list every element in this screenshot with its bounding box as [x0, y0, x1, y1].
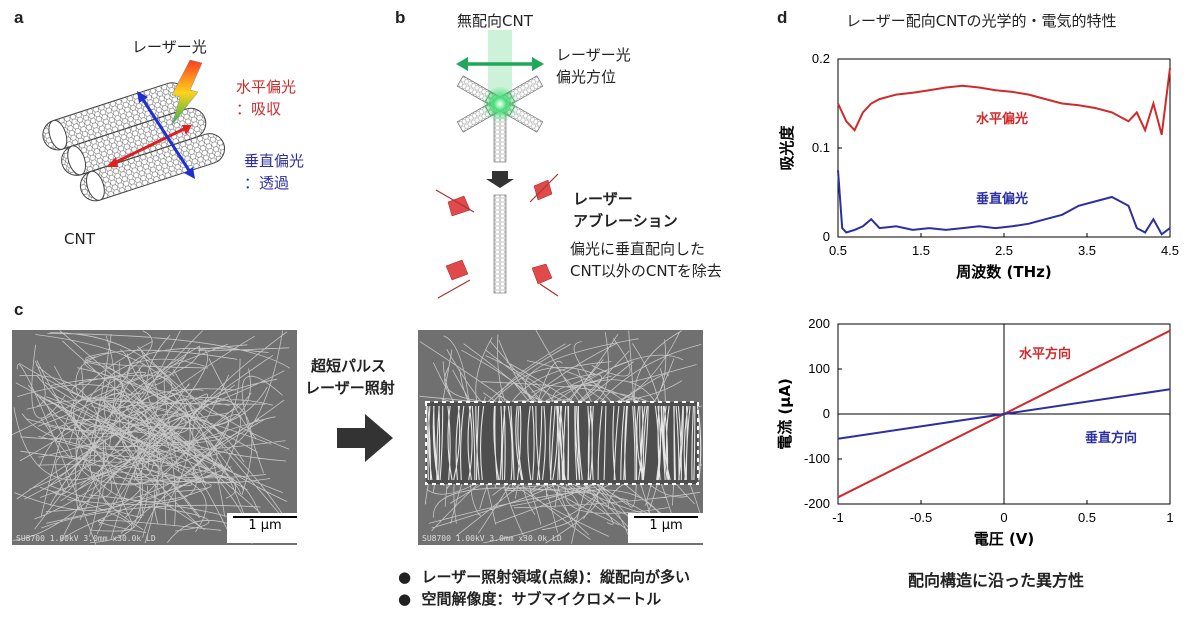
- y-tick-label: -100: [804, 451, 830, 466]
- bullet-item: ● レーザー照射領域(点線)：縦配向が多い: [398, 568, 690, 586]
- series-line-blue: [837, 170, 1171, 236]
- y-axis-label: 吸光度: [778, 125, 796, 171]
- laser-label: レーザー光: [132, 38, 207, 56]
- removal-desc-line1: 偏光に垂直配向した: [570, 240, 706, 258]
- absorbance-chart: 0.5 1.5 2.5 3.5 4.5 0 0.1 0.2 周波数 (THz) 吸光度 水平偏光垂直…: [778, 51, 1179, 281]
- ablation-line1: レーザー: [573, 190, 633, 208]
- horizontal-pol-label: 水平偏光: [236, 78, 297, 96]
- laser-bolt-icon: [171, 59, 203, 126]
- panel-b-label: b: [395, 8, 406, 27]
- scale-bar-right: 1 μm: [628, 513, 703, 543]
- x-tick-label: 2.5: [995, 243, 1013, 258]
- iv-chart: -1 -0.5 0 0.5 1 200 100 0 -100 -200 電圧 (V) 電流 (μA) 水…: [776, 316, 1174, 548]
- removed-cnt-fragment: [445, 259, 469, 281]
- panel-c-label: c: [14, 300, 24, 319]
- plot-frame: [837, 58, 1171, 238]
- down-arrow-icon: [486, 171, 514, 188]
- horizontal-pol-effect: ：吸収: [236, 100, 282, 118]
- x-tick-label: 0.5: [829, 243, 847, 258]
- sem-image-before: SU8700 1.00kV 3.0mm x30.0k LD 1 μm: [12, 330, 297, 545]
- x-axis-label: 電圧 (V): [974, 530, 1035, 548]
- x-tick-label: 0.5: [1078, 510, 1096, 525]
- y-tick-label: 200: [808, 316, 830, 331]
- laser-ablation-illustration: [435, 30, 559, 299]
- y-tick-label: 0.1: [812, 140, 830, 155]
- series-label: 水平偏光: [976, 111, 1028, 127]
- pol-direction-line2: 偏光方位: [556, 68, 617, 86]
- irradiated-region-outline: [425, 401, 699, 485]
- x-axis-label: 周波数 (THz): [956, 263, 1051, 281]
- bullet-item: ● 空間解像度：サブマイクロメートル: [398, 590, 662, 608]
- right-arrow-icon: [337, 414, 393, 462]
- pol-direction-line1: レーザー光: [556, 46, 631, 64]
- ablation-line2: アブレーション: [573, 212, 678, 230]
- y-tick-label: 0: [823, 406, 830, 421]
- x-tick-label: 0: [1000, 510, 1007, 525]
- panel-a-label: a: [14, 8, 24, 27]
- series-label: 垂直偏光: [976, 191, 1028, 207]
- removal-desc-line2: CNT以外のCNTを除去: [570, 262, 722, 280]
- cnt-label: CNT: [64, 230, 95, 248]
- x-tick-label: 1: [1166, 510, 1173, 525]
- scale-bar-left: 1 μm: [227, 513, 297, 543]
- sem-info-text-left: SU8700 1.00kV 3.0mm x30.0k LD: [16, 534, 156, 543]
- x-tick-label: 1.5: [912, 243, 930, 258]
- unaligned-cnt-label: 無配向CNT: [457, 12, 533, 30]
- x-tick-label: 4.5: [1161, 243, 1179, 258]
- y-tick-label: 100: [808, 361, 830, 376]
- sem-info-text-right: SU8700 1.00kV 3.0mm x30.0k LD: [422, 534, 562, 543]
- vertical-pol-label: 垂直偏光: [244, 152, 305, 170]
- y-tick-label: -200: [804, 496, 830, 511]
- x-tick-label: 3.5: [1078, 243, 1096, 258]
- sem-image-after: SU8700 1.00kV 3.0mm x30.0k LD 1 μm: [418, 330, 703, 545]
- anisotropy-caption: 配向構造に沿った異方性: [908, 571, 1085, 590]
- y-tick-label: 0: [823, 229, 830, 244]
- series-label: 垂直方向: [1085, 430, 1137, 446]
- series-label: 水平方向: [1019, 346, 1071, 362]
- chart-top-title: レーザー配向CNTの光学的・電気的特性: [846, 12, 1117, 30]
- vertical-pol-arrow: [138, 94, 194, 176]
- laser-irradiation-line1: 超短パルス: [311, 357, 387, 375]
- cnt-bundle-illustration: [42, 59, 226, 202]
- horizontal-pol-arrow: [109, 125, 189, 167]
- y-tick-label: 0.2: [812, 51, 830, 66]
- panel-d-label: d: [777, 8, 788, 27]
- removed-cnt-fragment: [531, 263, 553, 285]
- series-line-red: [837, 67, 1171, 135]
- x-tick-label: -1: [832, 510, 844, 525]
- x-tick-label: -0.5: [910, 510, 932, 525]
- cnt-fiber-texture: [12, 330, 291, 545]
- y-axis-label: 電流 (μA): [776, 378, 794, 450]
- series-line-blue: [837, 388, 1171, 440]
- cnt-fiber-texture: [425, 405, 702, 481]
- vertical-pol-effect: ：透過: [244, 174, 290, 192]
- laser-irradiation-line2: レーザー照射: [305, 379, 395, 397]
